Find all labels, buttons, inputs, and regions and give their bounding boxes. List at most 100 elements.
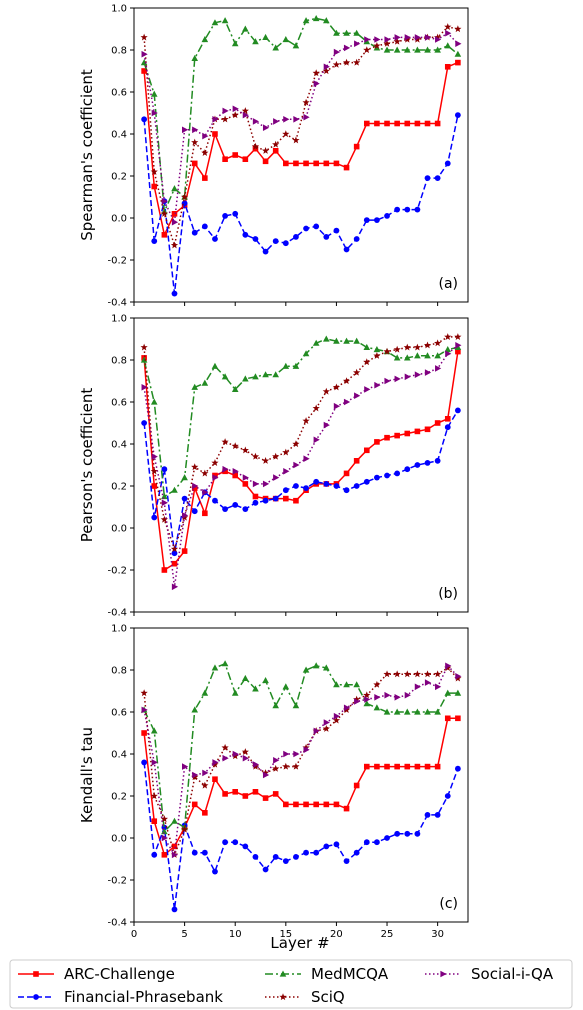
data-point [333, 227, 340, 234]
data-point [363, 691, 371, 699]
series-line [143, 762, 459, 911]
data-point [232, 472, 239, 479]
data-point [414, 34, 421, 41]
data-point [171, 560, 178, 567]
x-axis-label: Layer # [270, 934, 329, 952]
data-point [363, 358, 371, 366]
data-point [434, 457, 441, 464]
data-point [242, 474, 249, 481]
data-point [454, 765, 461, 772]
data-point [232, 502, 239, 508]
data-point [282, 858, 289, 864]
data-point [323, 664, 330, 671]
data-point [414, 708, 421, 715]
data-point [292, 42, 300, 49]
x-tick-label: 5 [181, 929, 187, 940]
data-point [414, 763, 421, 770]
data-point [161, 499, 168, 507]
legend-entry: MedMCQA [265, 965, 389, 983]
data-point [424, 460, 431, 466]
y-tick-label: 0.2 [111, 792, 127, 803]
data-point [423, 670, 432, 678]
data-point [424, 708, 431, 715]
data-point [211, 362, 219, 369]
data-point [434, 420, 441, 426]
data-point [445, 350, 452, 357]
data-point [232, 750, 239, 758]
data-point [322, 725, 330, 732]
data-point [394, 470, 401, 477]
data-point [323, 719, 330, 726]
y-tick-label: -0.2 [107, 256, 127, 267]
y-tick-label: 0.8 [111, 46, 127, 57]
y-tick-label: 0.8 [111, 356, 127, 367]
data-point [283, 801, 289, 808]
data-point [202, 810, 208, 816]
x-tick-label: 20 [330, 929, 343, 940]
data-point [191, 508, 198, 515]
data-point [171, 290, 178, 297]
data-point [282, 130, 290, 138]
data-point [202, 132, 209, 140]
data-point [160, 210, 168, 217]
data-point [242, 481, 249, 487]
y-tick-label: -0.4 [107, 608, 127, 619]
data-point [393, 37, 401, 45]
y-axis-label: Spearman's coefficient [78, 69, 96, 241]
data-point [262, 480, 270, 488]
y-tick-label: -0.4 [107, 918, 127, 929]
series-line [143, 32, 459, 223]
data-point [404, 206, 411, 213]
data-point [434, 175, 441, 182]
data-point [242, 25, 249, 32]
data-point [292, 762, 300, 770]
data-point [212, 236, 218, 242]
data-point [161, 567, 168, 573]
data-point [444, 160, 451, 167]
data-point [303, 849, 309, 856]
data-point [283, 468, 290, 475]
data-point [192, 126, 199, 134]
data-point [182, 763, 189, 770]
plot-frame [133, 7, 469, 303]
data-point [383, 670, 391, 678]
data-point [212, 868, 218, 875]
data-point [212, 759, 219, 766]
data-point [273, 474, 280, 481]
data-point [242, 506, 249, 512]
data-point [454, 407, 461, 414]
y-tick-label: 0.4 [111, 750, 127, 761]
y-tick-label: 0.4 [111, 130, 127, 141]
data-point [161, 197, 168, 205]
data-point [363, 763, 370, 770]
data-point [303, 485, 309, 491]
data-point [272, 702, 279, 709]
data-point [262, 124, 270, 131]
data-point [414, 462, 421, 468]
data-point [191, 485, 198, 491]
panel-2: -0.4 -0.2 0.0 0.2 0.4 0.6 0.8 1.0 Pearson's coef… [78, 314, 469, 619]
data-point [342, 377, 351, 385]
data-point [261, 769, 270, 776]
data-point [231, 385, 239, 392]
series-line [143, 667, 459, 856]
data-point [221, 17, 229, 24]
y-tick-label: 0.0 [111, 834, 127, 845]
data-point [141, 384, 148, 391]
data-point [222, 468, 228, 475]
plot-panels: -0.4 -0.2 0.0 0.2 0.4 0.6 0.8 1.0 Spearman's coe… [78, 4, 469, 940]
data-point [323, 335, 330, 342]
x-tick-label: 0 [131, 929, 137, 940]
data-point [323, 234, 330, 240]
data-point [322, 387, 330, 395]
data-point [160, 815, 168, 823]
data-point [424, 46, 431, 53]
data-point [403, 670, 411, 678]
data-point [151, 238, 158, 245]
data-point [394, 830, 401, 837]
data-point [434, 46, 441, 53]
data-point [404, 34, 411, 41]
data-point [383, 708, 391, 715]
data-point [191, 54, 199, 61]
